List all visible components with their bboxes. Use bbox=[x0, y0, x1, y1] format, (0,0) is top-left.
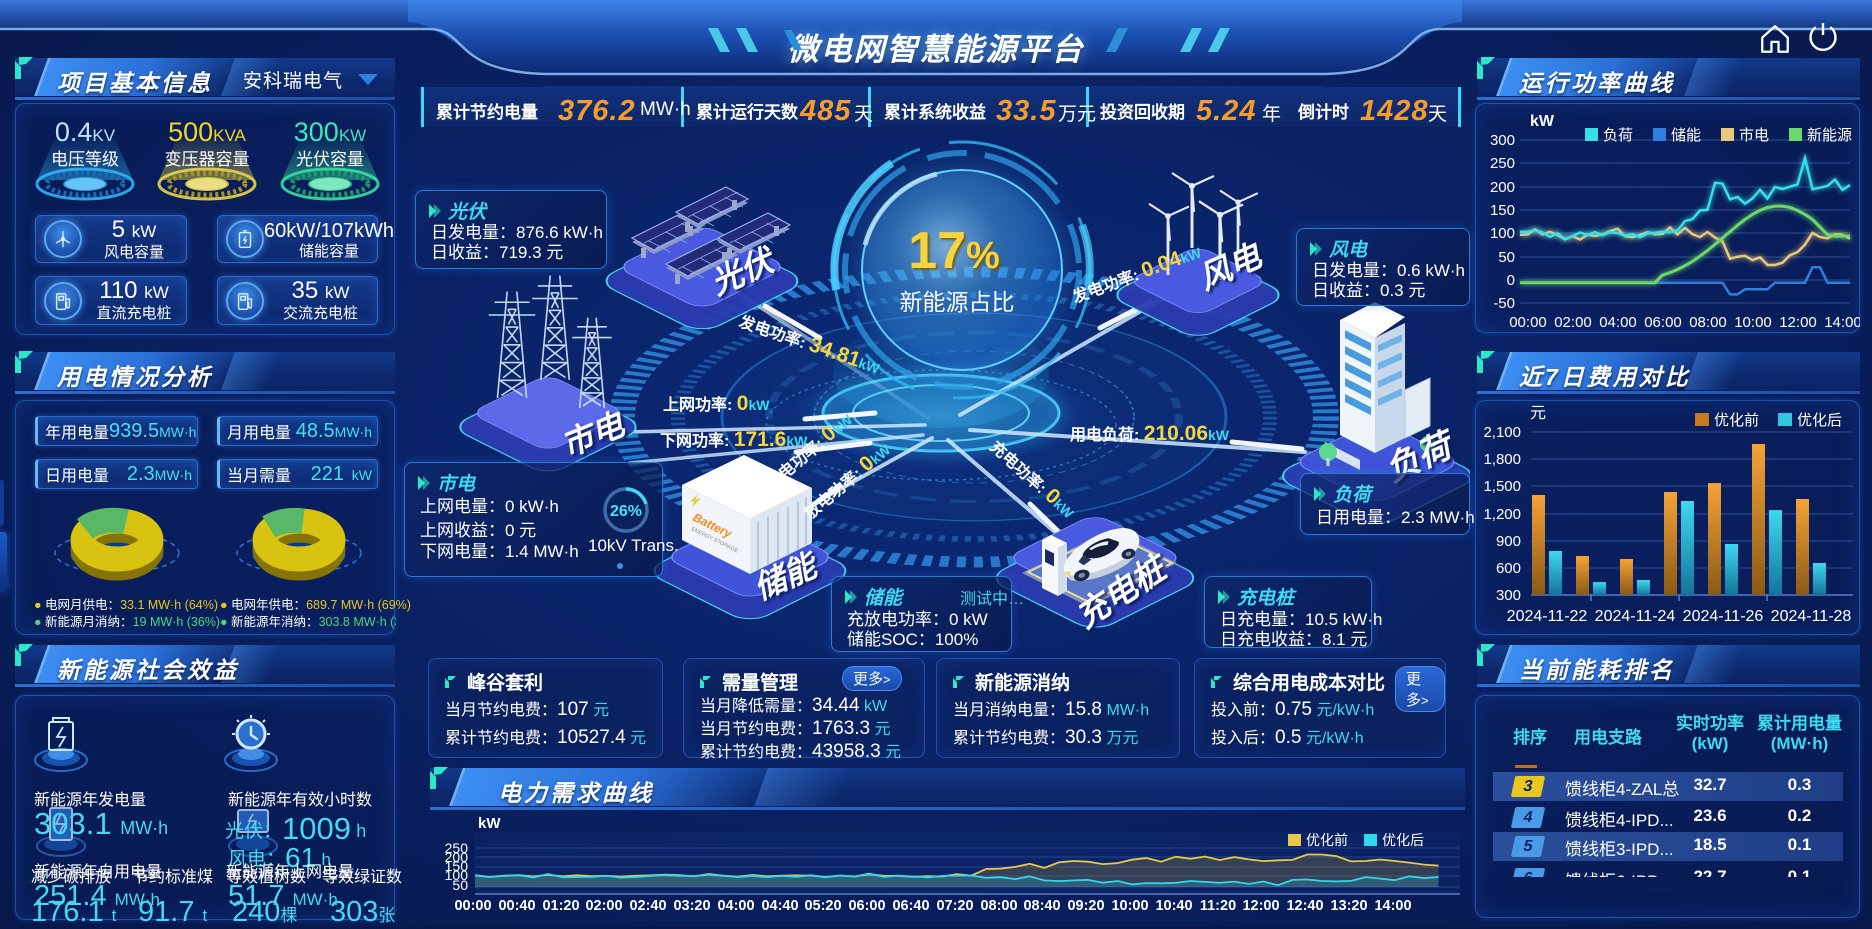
svg-text:10:00: 10:00 bbox=[1734, 314, 1772, 331]
svg-text:12:40: 12:40 bbox=[1286, 898, 1323, 914]
svg-text:07:20: 07:20 bbox=[936, 898, 973, 914]
svg-text:250: 250 bbox=[1490, 155, 1515, 172]
svg-text:1,200: 1,200 bbox=[1483, 506, 1521, 523]
svg-text:00:00: 00:00 bbox=[454, 898, 491, 914]
svg-text:150: 150 bbox=[445, 858, 469, 874]
svg-text:元: 元 bbox=[1530, 405, 1546, 422]
svg-text:06:00: 06:00 bbox=[848, 898, 885, 914]
svg-text:0: 0 bbox=[1507, 272, 1515, 289]
svg-text:05:20: 05:20 bbox=[804, 898, 841, 914]
svg-text:26%: 26% bbox=[610, 503, 642, 520]
svg-text:市电: 市电 bbox=[1739, 127, 1769, 144]
svg-text:2024-11-22: 2024-11-22 bbox=[1507, 608, 1588, 625]
svg-text:300: 300 bbox=[1490, 132, 1515, 149]
svg-text:10:40: 10:40 bbox=[1155, 898, 1192, 914]
svg-text:00:40: 00:40 bbox=[498, 898, 535, 914]
svg-text:06:00: 06:00 bbox=[1644, 314, 1682, 331]
svg-text:08:40: 08:40 bbox=[1023, 898, 1060, 914]
svg-text:02:00: 02:00 bbox=[585, 898, 622, 914]
svg-text:02:40: 02:40 bbox=[629, 898, 666, 914]
svg-text:优化前: 优化前 bbox=[1714, 412, 1759, 429]
svg-text:100: 100 bbox=[1490, 225, 1515, 242]
svg-text:150: 150 bbox=[1490, 202, 1515, 219]
svg-text:08:00: 08:00 bbox=[980, 898, 1017, 914]
svg-text:900: 900 bbox=[1496, 533, 1521, 550]
svg-text:kW: kW bbox=[1530, 113, 1555, 130]
svg-text:优化前: 优化前 bbox=[1306, 832, 1348, 848]
svg-text:50: 50 bbox=[1498, 249, 1515, 266]
svg-text:-50: -50 bbox=[1493, 295, 1515, 312]
svg-text:00:00: 00:00 bbox=[1509, 314, 1547, 331]
svg-text:12:00: 12:00 bbox=[1242, 898, 1279, 914]
svg-text:250: 250 bbox=[445, 840, 469, 856]
svg-text:2024-11-26: 2024-11-26 bbox=[1683, 608, 1764, 625]
svg-text:10:00: 10:00 bbox=[1111, 898, 1148, 914]
svg-text:优化后: 优化后 bbox=[1382, 832, 1424, 848]
svg-text:11:20: 11:20 bbox=[1200, 898, 1236, 914]
svg-text:02:00: 02:00 bbox=[1554, 314, 1592, 331]
svg-text:2024-11-28: 2024-11-28 bbox=[1771, 608, 1852, 625]
svg-text:12:00: 12:00 bbox=[1779, 314, 1817, 331]
svg-text:kW: kW bbox=[478, 815, 501, 832]
svg-text:14:00: 14:00 bbox=[1374, 898, 1411, 914]
svg-text:01:20: 01:20 bbox=[542, 898, 579, 914]
svg-text:200: 200 bbox=[445, 849, 469, 865]
svg-text:200: 200 bbox=[1490, 179, 1515, 196]
svg-text:新能源占比: 新能源占比 bbox=[900, 289, 1015, 315]
svg-text:负荷: 负荷 bbox=[1603, 127, 1633, 144]
svg-text:300: 300 bbox=[1496, 587, 1521, 604]
svg-text:储能: 储能 bbox=[1671, 127, 1701, 144]
svg-text:下网功率: 171.6kW: 下网功率: 171.6kW bbox=[660, 428, 808, 451]
svg-text:优化后: 优化后 bbox=[1797, 412, 1842, 429]
svg-text:09:20: 09:20 bbox=[1067, 898, 1104, 914]
svg-text:04:00: 04:00 bbox=[717, 898, 754, 914]
svg-text:2,100: 2,100 bbox=[1483, 424, 1521, 441]
svg-text:用电负荷: 210.06kW: 用电负荷: 210.06kW bbox=[1070, 422, 1230, 445]
svg-text:600: 600 bbox=[1496, 560, 1521, 577]
svg-text:上网功率: 0kW: 上网功率: 0kW bbox=[663, 392, 770, 415]
svg-text:1,500: 1,500 bbox=[1483, 478, 1521, 495]
svg-text:新能源: 新能源 bbox=[1807, 127, 1852, 144]
svg-text:03:20: 03:20 bbox=[673, 898, 710, 914]
svg-text:100: 100 bbox=[445, 867, 469, 883]
svg-text:1,800: 1,800 bbox=[1483, 451, 1521, 468]
svg-text:06:40: 06:40 bbox=[892, 898, 929, 914]
svg-text:04:00: 04:00 bbox=[1599, 314, 1637, 331]
svg-text:14:00: 14:00 bbox=[1824, 314, 1860, 331]
svg-text:04:40: 04:40 bbox=[761, 898, 798, 914]
svg-text:17%: 17% bbox=[908, 222, 1000, 280]
svg-text:2024-11-24: 2024-11-24 bbox=[1595, 608, 1676, 625]
svg-text:13:20: 13:20 bbox=[1330, 898, 1367, 914]
svg-text:50: 50 bbox=[452, 877, 468, 893]
svg-text:08:00: 08:00 bbox=[1689, 314, 1727, 331]
